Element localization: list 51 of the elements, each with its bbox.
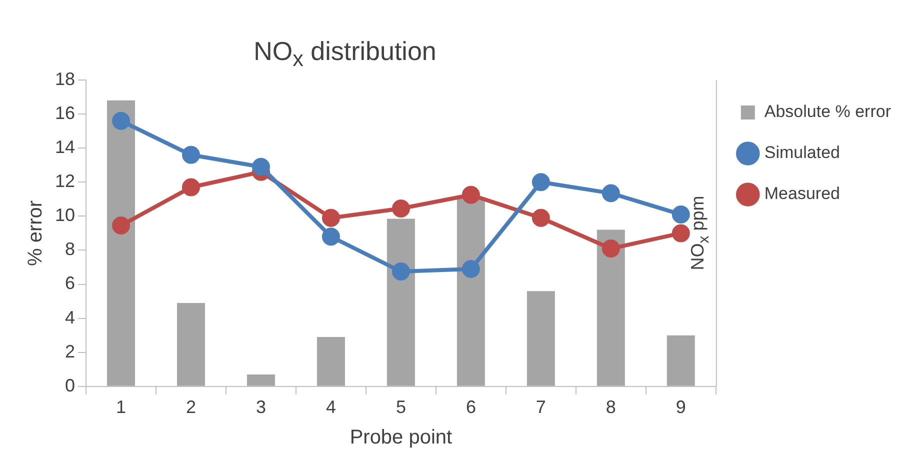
- bar: [596, 230, 625, 386]
- point: [462, 260, 480, 278]
- y-tick-label: 2: [65, 341, 76, 362]
- bar: [177, 302, 205, 386]
- point: [532, 208, 550, 227]
- legend-label: Simulated: [764, 143, 840, 162]
- y-tick-label: 8: [65, 239, 76, 260]
- x-tick-label: 4: [326, 397, 336, 418]
- x-tick-label: 3: [256, 397, 266, 418]
- x-tick-label: 6: [466, 397, 476, 418]
- bar: [456, 197, 485, 386]
- x-tick-label: 8: [606, 397, 616, 418]
- point: [322, 208, 340, 227]
- legend-label: Absolute % error: [764, 102, 892, 122]
- chart-title: NO$_{x}$ distribution: [254, 36, 436, 72]
- x-tick-label: 2: [186, 397, 196, 418]
- bar: [666, 335, 695, 386]
- point: [112, 112, 130, 130]
- x-tick-label: 5: [396, 397, 406, 418]
- bar: [526, 291, 555, 386]
- y-tick-label: 6: [65, 273, 76, 294]
- point: [322, 228, 340, 246]
- point: [392, 200, 410, 218]
- y-tick-label: 16: [54, 103, 76, 124]
- point: [252, 158, 270, 176]
- bar: [386, 218, 415, 386]
- point: [392, 262, 410, 280]
- y-tick-label: 4: [65, 307, 76, 328]
- point: [602, 240, 620, 258]
- bar: [316, 337, 345, 386]
- y-axis-title: % error: [24, 200, 47, 266]
- bar: [107, 100, 136, 386]
- y-tick-label: 0: [65, 375, 76, 396]
- y-tick-label: 14: [54, 137, 76, 158]
- point: [182, 178, 200, 196]
- y-tick-label: 10: [54, 205, 76, 226]
- point: [672, 224, 690, 242]
- point: [532, 173, 550, 192]
- point: [602, 184, 620, 202]
- y-tick-label: 18: [54, 68, 76, 89]
- x-axis-title: Probe point: [350, 426, 453, 449]
- point: [182, 146, 200, 164]
- legend-label: Measured: [764, 184, 840, 204]
- x-tick-label: 1: [116, 397, 126, 418]
- x-tick-label: 9: [676, 397, 686, 418]
- point: [112, 216, 130, 235]
- bar: [246, 374, 275, 386]
- point: [672, 205, 690, 224]
- point: [462, 186, 480, 204]
- y-tick-label: 12: [54, 171, 76, 192]
- x-tick-label: 7: [536, 397, 546, 418]
